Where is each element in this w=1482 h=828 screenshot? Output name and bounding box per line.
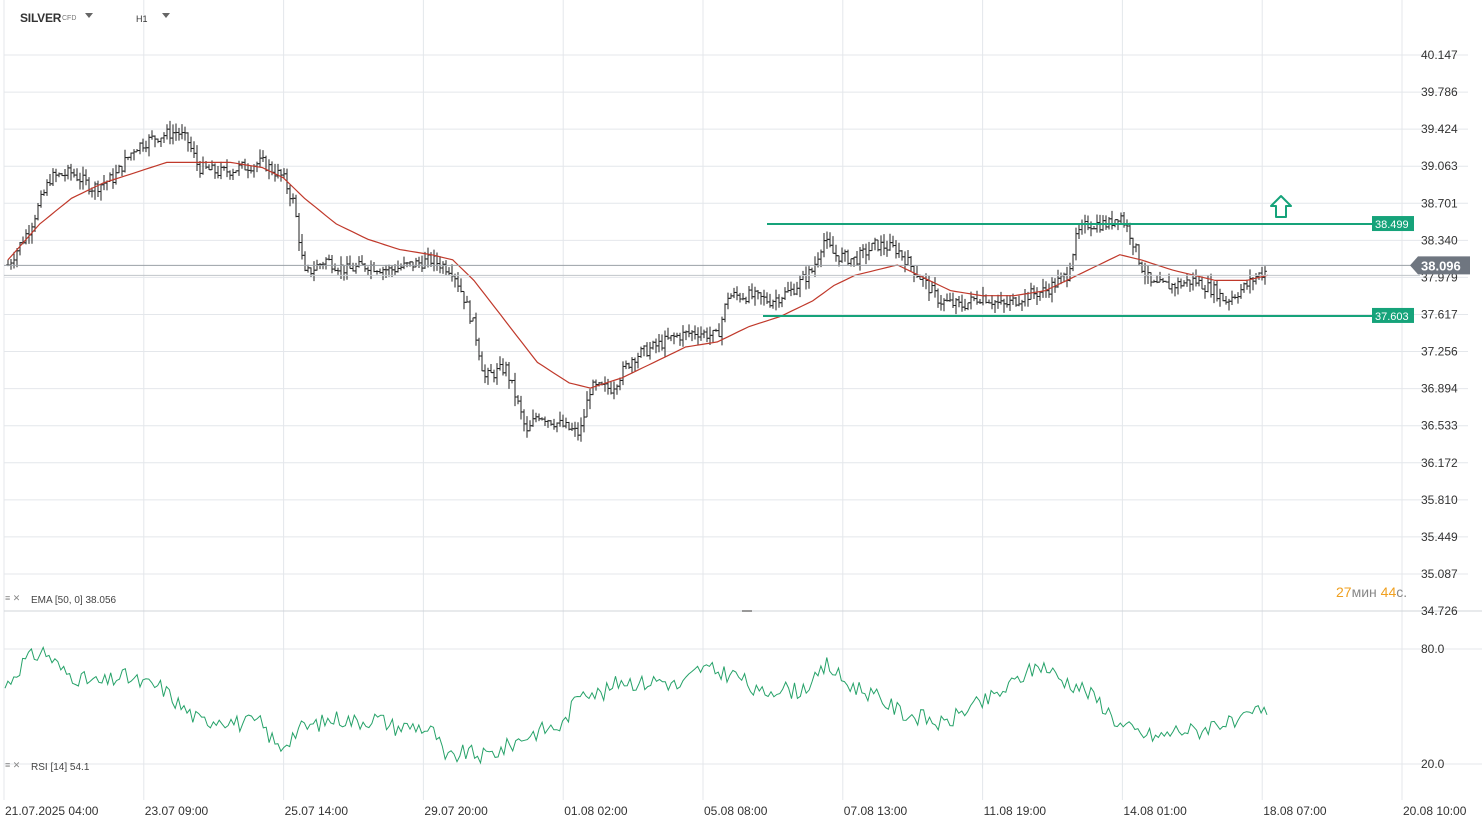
symbol-name[interactable]: SILVER bbox=[20, 11, 62, 25]
candle-countdown: 27мин 44с. bbox=[1336, 584, 1407, 600]
price-tick-label: 37.256 bbox=[1421, 345, 1458, 359]
price-tick-label: 40.147 bbox=[1421, 48, 1458, 62]
chart-overlays: 38.096 bbox=[4, 195, 1470, 276]
countdown-minutes: 27 bbox=[1336, 584, 1352, 600]
rsi-tick-label: 20.0 bbox=[1421, 757, 1445, 771]
grid bbox=[3, 0, 1482, 800]
rsi-value: 54.1 bbox=[69, 762, 90, 773]
price-tick-label: 37.617 bbox=[1421, 307, 1458, 321]
time-tick-label: 20.08 10:00 bbox=[1403, 804, 1467, 818]
price-tick-label: 35.087 bbox=[1421, 567, 1458, 581]
price-tick-label: 36.894 bbox=[1421, 382, 1458, 396]
rsi-tick-label: 80.0 bbox=[1421, 642, 1445, 656]
time-tick-label: 25.07 14:00 bbox=[285, 804, 349, 818]
level-tag bbox=[1372, 307, 1414, 323]
rsi-line bbox=[4, 645, 1268, 765]
ema-series-line bbox=[7, 161, 1269, 389]
ema-label: EMA bbox=[31, 595, 53, 606]
timeframe-dropdown-icon[interactable] bbox=[162, 13, 170, 18]
countdown-seconds-unit: с. bbox=[1396, 584, 1408, 600]
time-tick-label: 21.07.2025 04:00 bbox=[5, 804, 99, 818]
level-tag-label: 38.499 bbox=[1375, 219, 1409, 231]
time-tick-label: 18.08 07:00 bbox=[1263, 804, 1327, 818]
ema-line bbox=[7, 161, 1269, 389]
countdown-minutes-unit: мин bbox=[1351, 584, 1377, 600]
rsi-series-line bbox=[4, 645, 1268, 765]
level-tag bbox=[1372, 216, 1414, 232]
price-tick-label: 35.449 bbox=[1421, 530, 1458, 544]
price-tick-label: 35.810 bbox=[1421, 493, 1458, 507]
rsi-settings-icon[interactable]: ≡ ✕ bbox=[5, 760, 21, 770]
symbol-dropdown-icon[interactable] bbox=[85, 13, 93, 18]
price-tick-label: 38.701 bbox=[1421, 196, 1458, 210]
candle-series bbox=[6, 120, 1267, 442]
timeframe-selector[interactable]: H1 bbox=[136, 14, 148, 24]
time-tick-label: 11.08 19:00 bbox=[984, 804, 1047, 818]
horizontal-levels[interactable]: 38.499 37.603 bbox=[763, 216, 1414, 323]
time-tick-label: 07.08 13:00 bbox=[844, 804, 908, 818]
price-tick-label: 38.340 bbox=[1421, 233, 1458, 247]
time-tick-label: 05.08 08:00 bbox=[704, 804, 768, 818]
up-arrow-icon bbox=[1270, 195, 1292, 218]
price-tick-label: 39.786 bbox=[1421, 85, 1458, 99]
ema-value: 38.056 bbox=[85, 595, 117, 606]
price-tick-label: 36.172 bbox=[1421, 456, 1458, 470]
price-tick-label: 34.726 bbox=[1421, 604, 1458, 618]
price-tick-label: 36.533 bbox=[1421, 419, 1458, 433]
symbol-type: CFD bbox=[62, 15, 77, 22]
time-tick-label: 29.07 20:00 bbox=[424, 804, 488, 818]
price-tick-label: 39.063 bbox=[1421, 159, 1458, 173]
rsi-params: [14] bbox=[50, 762, 68, 773]
price-axis[interactable]: 40.14739.78639.42439.06338.70138.34037.9… bbox=[1421, 48, 1458, 771]
current-price-label: 38.096 bbox=[1421, 258, 1461, 273]
rsi-label: RSI bbox=[31, 762, 48, 773]
ema-settings-icon[interactable]: ≡ ✕ bbox=[5, 593, 21, 603]
chart-toolbar: SILVER CFD H1 bbox=[0, 0, 300, 30]
time-tick-label: 23.07 09:00 bbox=[145, 804, 209, 818]
time-axis[interactable]: 21.07.2025 04:00 23.07 09:00 25.07 14:00 29… bbox=[5, 804, 1467, 818]
rsi-legend: RSI [14] 54.1 bbox=[31, 762, 89, 773]
current-price-tag bbox=[1410, 256, 1470, 275]
level-tag-label: 37.603 bbox=[1375, 311, 1409, 323]
ema-params: [50, 0] bbox=[54, 595, 83, 606]
countdown-seconds: 44 bbox=[1380, 584, 1397, 600]
time-tick-label: 14.08 01:00 bbox=[1123, 804, 1187, 818]
price-tick-label: 39.424 bbox=[1421, 122, 1458, 136]
ema-legend: EMA [50, 0] 38.056 bbox=[31, 595, 116, 606]
time-tick-label: 01.08 02:00 bbox=[564, 804, 628, 818]
